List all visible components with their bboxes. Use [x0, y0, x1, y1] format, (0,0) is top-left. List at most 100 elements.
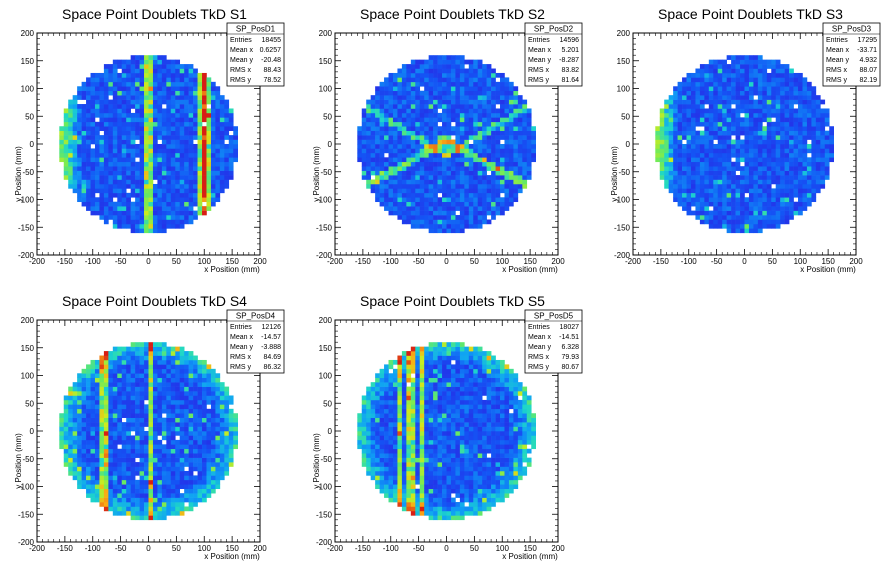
heatmap-cell [161, 130, 167, 136]
heatmap-cell [108, 413, 114, 418]
heatmap-cell [379, 161, 385, 167]
stats-value: 82.19 [859, 77, 877, 84]
heatmap-cell [135, 426, 140, 432]
heatmap-cell [210, 188, 216, 194]
heatmap-cell [450, 152, 456, 158]
heatmap-cell [184, 68, 189, 74]
heatmap-cell [401, 197, 407, 203]
heatmap-cell [112, 391, 118, 396]
heatmap-cell [695, 112, 701, 118]
heatmap-cell [139, 188, 145, 194]
heatmap-cell [699, 215, 705, 220]
heatmap-cell [77, 377, 82, 383]
heatmap-cell [103, 386, 109, 392]
heatmap-cell [775, 175, 781, 180]
heatmap-cell [130, 386, 136, 392]
heatmap-cell [798, 144, 803, 149]
stats-box-name: SP_PosD3 [832, 25, 872, 34]
heatmap-cell [513, 183, 519, 189]
heatmap-cell [112, 192, 118, 198]
heatmap-cell [744, 68, 750, 74]
heatmap-cell [815, 108, 821, 114]
heatmap-cell [117, 497, 123, 503]
heatmap-cell [121, 166, 127, 171]
heatmap-cell [731, 188, 736, 194]
heatmap-cell [748, 130, 754, 136]
heatmap-cell [81, 148, 87, 154]
heatmap-cell [388, 99, 394, 105]
heatmap-cell [717, 192, 723, 198]
heatmap-cell [722, 201, 727, 207]
heatmap-cell [397, 86, 403, 92]
heatmap-cell [428, 130, 434, 136]
heatmap-cell [392, 144, 398, 149]
heatmap-cell [753, 223, 759, 229]
heatmap-cell [170, 135, 176, 140]
heatmap-cell [90, 448, 96, 454]
heatmap-cell [77, 439, 82, 445]
heatmap-cell [731, 148, 736, 154]
heatmap-cell [442, 108, 447, 114]
heatmap-cell [72, 99, 78, 105]
heatmap-cell [184, 95, 189, 100]
heatmap-cell [686, 148, 692, 154]
heatmap-cell [477, 86, 483, 92]
heatmap-cell [708, 90, 714, 96]
heatmap-cell [193, 130, 198, 136]
heatmap-cell [81, 81, 87, 87]
heatmap-cell [682, 112, 687, 118]
heatmap-cell [735, 104, 741, 109]
heatmap-cell [686, 166, 692, 171]
heatmap-cell [388, 188, 394, 194]
heatmap-cell [144, 121, 149, 127]
heatmap-cell [99, 431, 105, 436]
heatmap-cell [508, 161, 514, 167]
heatmap-cell [72, 413, 78, 418]
heatmap-cell [188, 139, 194, 145]
heatmap-cell [139, 342, 145, 347]
heatmap-cell [659, 148, 665, 154]
heatmap-cell [366, 104, 371, 109]
heatmap-cell [526, 130, 532, 136]
heatmap-cell [188, 126, 194, 131]
heatmap-cell [157, 95, 163, 100]
heatmap-cell [757, 86, 763, 92]
heatmap-cell [491, 188, 496, 194]
heatmap-cell [121, 183, 127, 189]
heatmap-cell [179, 68, 185, 74]
heatmap-cell [735, 228, 741, 234]
heatmap-cell [86, 86, 91, 92]
heatmap-cell [659, 108, 665, 114]
heatmap-cell [677, 95, 683, 100]
heatmap-cell [713, 130, 719, 136]
heatmap-cell [731, 179, 736, 185]
heatmap-cell [135, 126, 140, 131]
heatmap-cell [215, 183, 221, 189]
heatmap-cell [450, 188, 456, 194]
heatmap-cell [148, 515, 154, 521]
heatmap-cell [775, 188, 781, 194]
heatmap-cell [740, 72, 745, 78]
heatmap-cell [410, 161, 416, 167]
heatmap-cell [495, 201, 501, 207]
heatmap-cell [428, 112, 434, 118]
heatmap-cell [77, 117, 82, 123]
heatmap-cell [90, 77, 96, 83]
heatmap-cell [504, 130, 510, 136]
heatmap-cell [824, 117, 830, 123]
heatmap-cell [375, 157, 380, 163]
heatmap-cell [415, 130, 421, 136]
heatmap-cell [370, 130, 376, 136]
heatmap-cell [726, 108, 732, 114]
heatmap-cell [121, 399, 127, 405]
heatmap-cell [219, 170, 225, 176]
heatmap-cell [744, 161, 750, 167]
heatmap-cell [690, 77, 696, 83]
heatmap-cell [108, 479, 114, 485]
heatmap-cell [771, 108, 777, 114]
heatmap-cell [482, 144, 487, 149]
heatmap-cell [437, 215, 443, 220]
heatmap-cell [477, 90, 483, 96]
heatmap-cell [789, 144, 794, 149]
heatmap-cell [379, 130, 385, 136]
